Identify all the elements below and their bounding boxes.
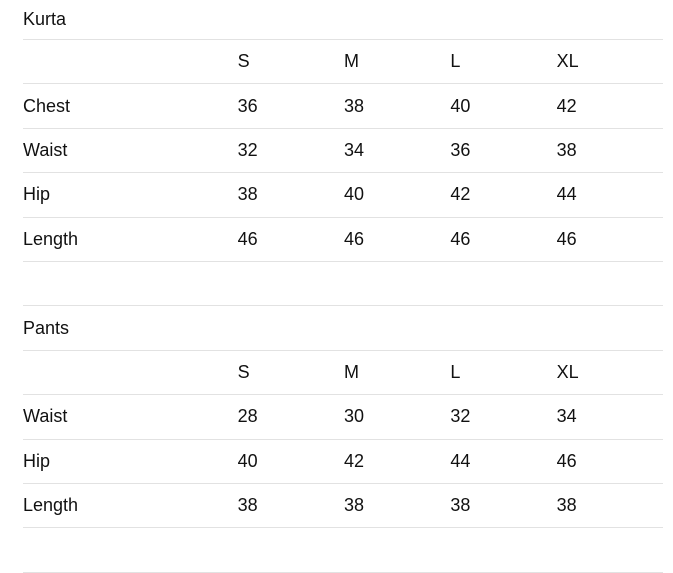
measurement-value: 46 (450, 228, 471, 249)
measurement-value: 38 (237, 495, 258, 516)
table-row: Length 46 46 46 46 (23, 216, 663, 261)
measurement-value: 36 (237, 95, 258, 116)
size-header: S (237, 361, 250, 382)
measurement-value: 42 (556, 95, 577, 116)
size-header: L (450, 51, 461, 72)
table-row: Hip 40 42 44 46 (23, 438, 663, 483)
divider (23, 571, 663, 573)
measurement-value: 34 (343, 139, 364, 160)
measurement-label: Waist (23, 139, 68, 160)
measurement-value: 38 (556, 139, 577, 160)
measurement-value: 40 (343, 184, 364, 205)
table-title: Pants (23, 317, 70, 338)
measurement-value: 32 (450, 406, 471, 427)
measurement-value: 32 (237, 139, 258, 160)
measurement-value: 40 (237, 450, 258, 471)
measurement-value: 42 (343, 450, 364, 471)
measurement-value: 34 (556, 406, 577, 427)
measurement-label: Hip (23, 184, 51, 205)
measurement-value: 46 (556, 450, 577, 471)
size-header-row: S M L XL (23, 39, 663, 83)
size-header: XL (556, 51, 579, 72)
measurement-value: 44 (556, 184, 577, 205)
table-row: Waist 28 30 32 34 (23, 394, 663, 438)
size-header: M (343, 361, 359, 382)
table-title: Kurta (23, 9, 67, 29)
measurement-value: 38 (556, 495, 577, 516)
measurement-label: Waist (23, 406, 68, 427)
measurement-value: 40 (450, 95, 471, 116)
measurement-value: 28 (237, 406, 258, 427)
size-header: XL (556, 361, 579, 382)
measurement-value: 46 (237, 228, 258, 249)
section-spacer (23, 527, 663, 571)
table-row: Waist 32 34 36 38 (23, 127, 663, 172)
measurement-value: 42 (450, 184, 471, 205)
measurement-value: 46 (343, 228, 364, 249)
table-row: Hip 38 40 42 44 (23, 172, 663, 216)
measurement-value: 36 (450, 139, 471, 160)
table-row: Chest 36 38 40 42 (23, 83, 663, 127)
measurement-label: Hip (23, 450, 51, 471)
size-header-row: S M L XL (23, 349, 663, 394)
measurement-label: Chest (23, 95, 71, 116)
measurement-value: 44 (450, 450, 471, 471)
size-header: L (450, 361, 461, 382)
measurement-value: 46 (556, 228, 577, 249)
measurement-value: 38 (450, 495, 471, 516)
size-header: M (343, 51, 359, 72)
measurement-value: 30 (343, 406, 364, 427)
table-title-row: Pants (23, 305, 663, 349)
measurement-value: 38 (343, 95, 364, 116)
size-chart: Kurta S M L XL Chest 36 38 40 42 Waist 32 34 36 38 Hip 3… (23, 0, 663, 573)
measurement-label: Length (23, 495, 79, 516)
measurement-value: 38 (237, 184, 258, 205)
table-row: Length 38 38 38 38 (23, 482, 663, 527)
size-header: S (237, 51, 250, 72)
section-spacer (23, 260, 663, 305)
measurement-value: 38 (343, 495, 364, 516)
measurement-label: Length (23, 228, 79, 249)
table-title-row: Kurta (23, 0, 663, 39)
